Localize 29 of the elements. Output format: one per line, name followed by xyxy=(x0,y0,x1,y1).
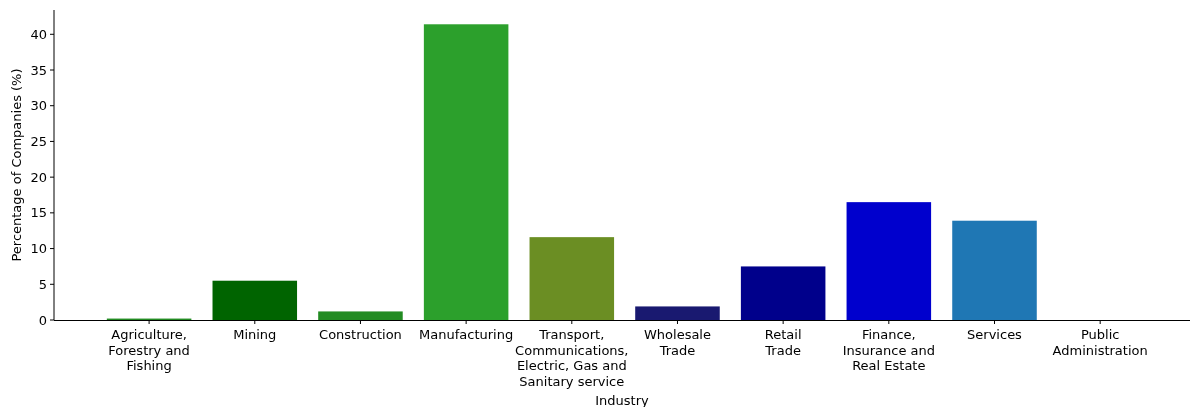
bar xyxy=(952,220,1037,320)
x-tick-label: Wholesale Trade xyxy=(643,327,711,358)
x-tick-label: Mining xyxy=(233,327,277,342)
x-tick-label: Agriculture, Forestry and Fishing xyxy=(108,327,190,373)
x-tick-label: Finance, Insurance and Real Estate xyxy=(842,327,936,373)
y-tick-label: 25 xyxy=(30,133,47,149)
bar xyxy=(318,311,403,320)
y-tick-label: 20 xyxy=(30,169,47,185)
y-tick-label: 40 xyxy=(30,26,47,42)
bar xyxy=(846,202,932,320)
x-tick-label: Construction xyxy=(319,327,402,342)
y-tick-label: 35 xyxy=(30,62,47,78)
bar xyxy=(423,24,509,320)
x-tick-label: Transport, Communications, Electric, Gas and Sanitary service xyxy=(515,327,629,389)
x-tick-label: Public Administration xyxy=(1052,327,1148,358)
bar xyxy=(635,306,720,320)
x-tick-label: Services xyxy=(967,327,1023,342)
y-tick-label: 5 xyxy=(38,276,47,292)
x-tick-label: Retail Trade xyxy=(764,327,802,358)
y-tick-label: 15 xyxy=(30,205,47,221)
x-tick-label: Manufacturing xyxy=(419,327,514,342)
x-axis-title: Industry xyxy=(595,393,650,407)
bar xyxy=(212,280,298,320)
bar xyxy=(740,266,826,320)
y-tick-label: 10 xyxy=(30,241,47,257)
bar xyxy=(529,237,615,320)
y-tick-label: 0 xyxy=(38,312,47,328)
y-tick-label: 30 xyxy=(30,98,47,114)
y-axis-title: Percentage of Companies (%) xyxy=(9,68,24,262)
